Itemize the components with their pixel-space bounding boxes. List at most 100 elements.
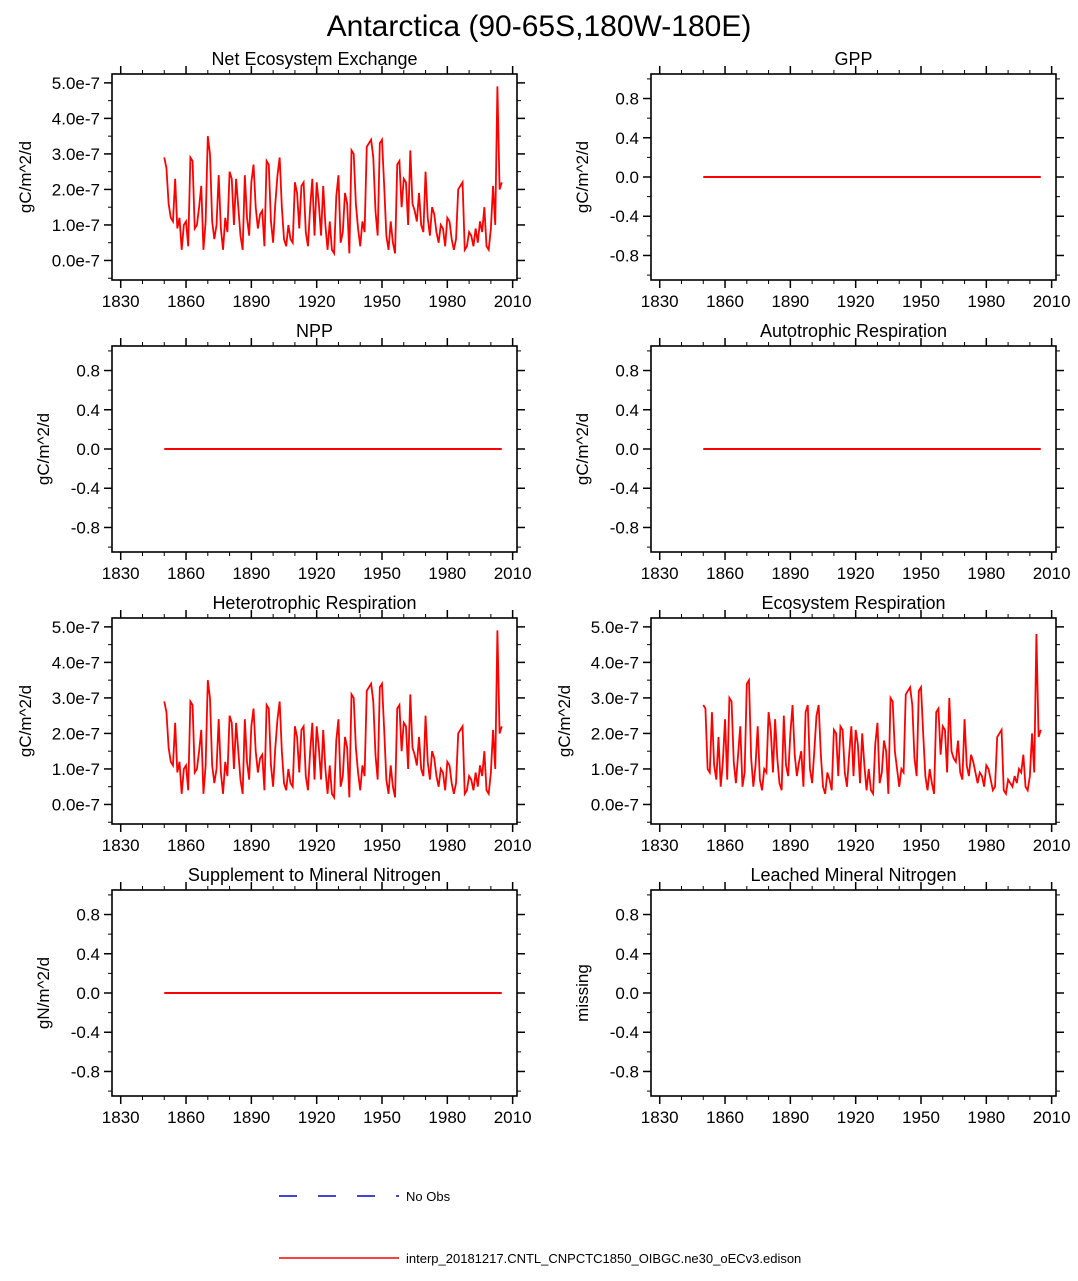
x-tick-label: 1890 — [771, 564, 809, 583]
y-axis-label: gC/m^2/d — [34, 413, 53, 485]
x-tick-label: 1860 — [167, 564, 205, 583]
x-tick-label: 1920 — [837, 292, 875, 311]
x-tick-label: 1980 — [428, 292, 466, 311]
y-tick-label: 0.0 — [615, 984, 639, 1003]
y-tick-label: 0.0e-7 — [591, 795, 639, 814]
y-tick-label: 3.0e-7 — [52, 689, 100, 708]
x-tick-label: 1980 — [428, 564, 466, 583]
x-tick-label: 1950 — [902, 292, 940, 311]
y-tick-label: 2.0e-7 — [591, 724, 639, 743]
plot-frame — [650, 889, 1057, 1097]
x-tick-label: 1890 — [771, 292, 809, 311]
y-tick-label: -0.4 — [71, 479, 100, 498]
y-axis-label: missing — [573, 964, 592, 1022]
chart-svg: 1830 1860 1890 1920 1950 1980 2010 -0.8 -0.4 0.0 0… — [573, 49, 1070, 311]
chart-panel-autotrophic-respiration: 1830 1860 1890 1920 1950 1980 2010 -0.8 -0.4 0.0 0… — [539, 320, 1078, 592]
x-tick-label: 2010 — [1033, 564, 1071, 583]
series-line — [163, 630, 503, 801]
chart-title: Ecosystem Respiration — [761, 593, 945, 613]
y-tick-label: 2.0e-7 — [52, 724, 100, 743]
x-tick-label: 1860 — [167, 836, 205, 855]
x-tick-label: 1860 — [706, 836, 744, 855]
chart-svg: 1830 1860 1890 1920 1950 1980 2010 0.0e-7 1.0e-7… — [16, 593, 532, 855]
y-tick-label: 0.8 — [76, 362, 100, 381]
plot-frame — [111, 617, 518, 825]
chart-title: Leached Mineral Nitrogen — [750, 865, 956, 885]
x-tick-label: 2010 — [1033, 1108, 1071, 1127]
page-title: Antarctica (90-65S,180W-180E) — [326, 10, 752, 43]
y-axis-label: gC/m^2/d — [16, 141, 35, 213]
chart-svg: 1830 1860 1890 1920 1950 1980 2010 -0.8 -0.4 0.0 0… — [34, 321, 532, 583]
y-tick-label: -0.8 — [610, 246, 639, 265]
x-tick-label: 1920 — [837, 836, 875, 855]
model-label: interp_20181217.CNTL_CNPCTC1850_OIBGC.ne… — [406, 1250, 802, 1266]
x-tick-label: 1830 — [102, 564, 140, 583]
chart-panel-leached-mineral-nitrogen: 1830 1860 1890 1920 1950 1980 2010 -0.8 -0.4 0.0 0… — [539, 864, 1078, 1136]
y-tick-label: 0.4 — [615, 401, 639, 420]
y-axis-label: gC/m^2/d — [573, 413, 592, 485]
y-axis-label: gC/m^2/d — [573, 141, 592, 213]
x-tick-label: 1920 — [298, 1108, 336, 1127]
y-tick-label: 0.8 — [615, 362, 639, 381]
y-tick-label: -0.8 — [71, 518, 100, 537]
chart-panel-net-ecosystem-exchange: 1830 1860 1890 1920 1950 1980 2010 0.0e-7 1.0e-7… — [0, 48, 539, 320]
y-tick-label: 0.4 — [76, 945, 100, 964]
y-tick-label: 0.0 — [76, 984, 100, 1003]
chart-grid: 1830 1860 1890 1920 1950 1980 2010 0.0e-7 1.0e-7… — [0, 48, 1078, 1136]
x-tick-label: 1860 — [167, 292, 205, 311]
x-tick-label: 1860 — [706, 564, 744, 583]
y-tick-label: -0.4 — [610, 207, 639, 226]
x-tick-label: 1830 — [641, 836, 679, 855]
y-tick-label: 2.0e-7 — [52, 180, 100, 199]
y-tick-label: 1.0e-7 — [52, 216, 100, 235]
x-tick-label: 1950 — [902, 836, 940, 855]
y-axis-label: gC/m^2/d — [16, 685, 35, 757]
y-axis-label: gN/m^2/d — [34, 957, 53, 1029]
y-tick-label: 0.0 — [615, 168, 639, 187]
y-tick-label: 5.0e-7 — [52, 74, 100, 93]
chart-title: Autotrophic Respiration — [760, 321, 947, 341]
y-tick-label: -0.8 — [610, 518, 639, 537]
y-tick-label: 0.0 — [76, 440, 100, 459]
y-tick-label: -0.4 — [610, 1023, 639, 1042]
x-tick-label: 1890 — [232, 836, 270, 855]
x-tick-label: 1950 — [363, 836, 401, 855]
y-tick-label: 4.0e-7 — [52, 109, 100, 128]
chart-panel-npp: 1830 1860 1890 1920 1950 1980 2010 -0.8 -0.4 0.0 0… — [0, 320, 539, 592]
plot-frame — [650, 617, 1057, 825]
x-tick-label: 1920 — [298, 836, 336, 855]
y-tick-label: -0.8 — [610, 1062, 639, 1081]
x-tick-label: 1980 — [967, 836, 1005, 855]
x-tick-label: 2010 — [494, 292, 532, 311]
y-tick-label: 4.0e-7 — [591, 653, 639, 672]
x-tick-label: 1830 — [102, 292, 140, 311]
chart-panel-heterotrophic-respiration: 1830 1860 1890 1920 1950 1980 2010 0.0e-7 1.0e-7… — [0, 592, 539, 864]
x-tick-label: 1830 — [102, 1108, 140, 1127]
x-tick-label: 1890 — [771, 836, 809, 855]
x-tick-label: 1980 — [428, 836, 466, 855]
y-tick-label: 0.4 — [615, 129, 639, 148]
y-tick-label: 4.0e-7 — [52, 653, 100, 672]
model-solid-line — [279, 1257, 399, 1259]
x-tick-label: 1980 — [967, 1108, 1005, 1127]
x-tick-label: 1920 — [298, 564, 336, 583]
x-tick-label: 1980 — [428, 1108, 466, 1127]
x-tick-label: 1950 — [902, 564, 940, 583]
y-tick-label: 0.0 — [615, 440, 639, 459]
series-line — [163, 86, 503, 257]
legend-entry-model: interp_20181217.CNTL_CNPCTC1850_OIBGC.ne… — [278, 1250, 1078, 1266]
y-tick-label: 0.8 — [76, 906, 100, 925]
x-tick-label: 1890 — [771, 1108, 809, 1127]
chart-title: GPP — [834, 49, 872, 69]
chart-svg: 1830 1860 1890 1920 1950 1980 2010 0.0e-7 1.0e-7… — [16, 49, 532, 311]
x-tick-label: 1860 — [706, 292, 744, 311]
y-tick-label: 5.0e-7 — [591, 618, 639, 637]
series-line — [702, 633, 1042, 797]
x-tick-label: 2010 — [1033, 836, 1071, 855]
x-tick-label: 2010 — [494, 564, 532, 583]
x-tick-label: 1920 — [298, 292, 336, 311]
x-tick-label: 1950 — [363, 1108, 401, 1127]
y-tick-label: 0.8 — [615, 90, 639, 109]
x-tick-label: 1830 — [641, 1108, 679, 1127]
